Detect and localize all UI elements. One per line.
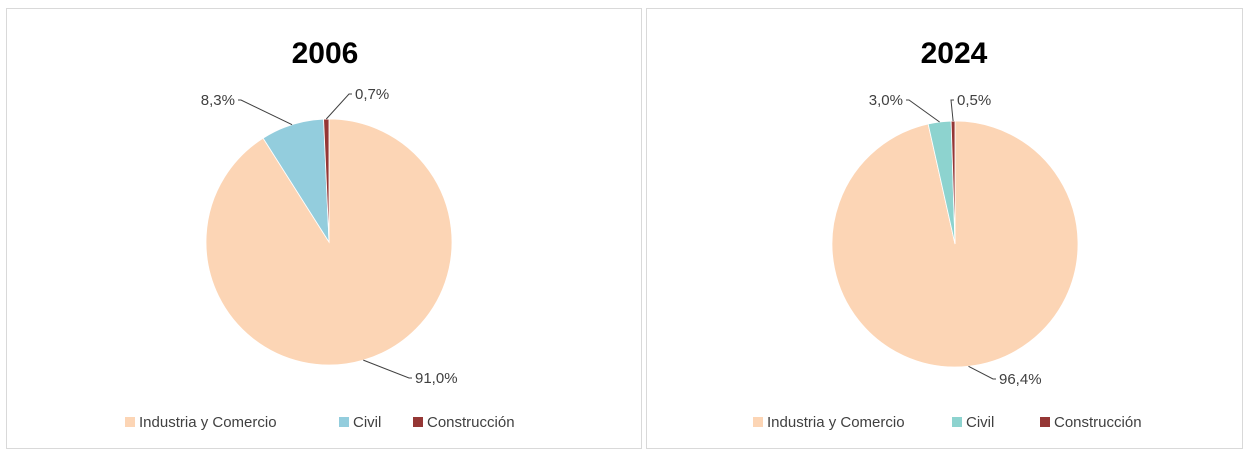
legend-label-2024-industria-y-comercio: Industria y Comercio (767, 414, 905, 431)
chart-title-2006: 2006 (292, 37, 359, 70)
data-label-2024-civil: 3,0% (869, 92, 903, 109)
legend-label-2006-industria-y-comercio: Industria y Comercio (139, 414, 277, 431)
legend-label-2024-construccion: Construcción (1054, 414, 1142, 431)
chart-title-2024: 2024 (921, 37, 988, 70)
pie-chart-2024-svg: 2024 96,4% 3,0% 0,5% Industria y Comercio Ci… (753, 37, 1142, 431)
legend-swatch-2024-construccion (1040, 417, 1050, 427)
legend-swatch-2024-industria-y-comercio (753, 417, 763, 427)
data-label-2006-civil: 8,3% (201, 92, 235, 109)
legend-swatch-2006-industria-y-comercio (125, 417, 135, 427)
data-label-2024-construccion: 0,5% (957, 92, 991, 109)
legend-swatch-2024-civil (952, 417, 962, 427)
legend-swatch-2006-construccion (413, 417, 423, 427)
data-label-2006-industria-y-comercio: 91,0% (415, 370, 458, 387)
pie-chart-2024: 2024 96,4% 3,0% 0,5% Industria y Comercio Ci… (646, 8, 1243, 449)
pie-chart-2006: 2006 91,0% 8,3% 0,7% Industria y Comercio Ci… (6, 8, 642, 449)
legend-swatch-2006-civil (339, 417, 349, 427)
legend-label-2006-construccion: Construcción (427, 414, 515, 431)
pie-slice-2006-construccion (323, 118, 330, 243)
leader-line-2024-construccion (950, 99, 954, 122)
data-label-2024-industria-y-comercio: 96,4% (999, 371, 1042, 388)
leader-line-2024-industria-y-comercio (968, 365, 996, 380)
leader-line-2006-construccion (325, 93, 352, 120)
legend-label-2006-civil: Civil (353, 414, 381, 431)
pie-slice-2024-construccion (950, 120, 956, 245)
leader-line-2024-civil (906, 99, 940, 123)
leader-line-2006-industria-y-comercio (363, 359, 412, 379)
pie-chart-2006-svg: 2006 91,0% 8,3% 0,7% Industria y Comercio Ci… (125, 37, 515, 431)
data-label-2006-construccion: 0,7% (355, 86, 389, 103)
leader-line-2006-civil (238, 99, 293, 126)
legend-label-2024-civil: Civil (966, 414, 994, 431)
